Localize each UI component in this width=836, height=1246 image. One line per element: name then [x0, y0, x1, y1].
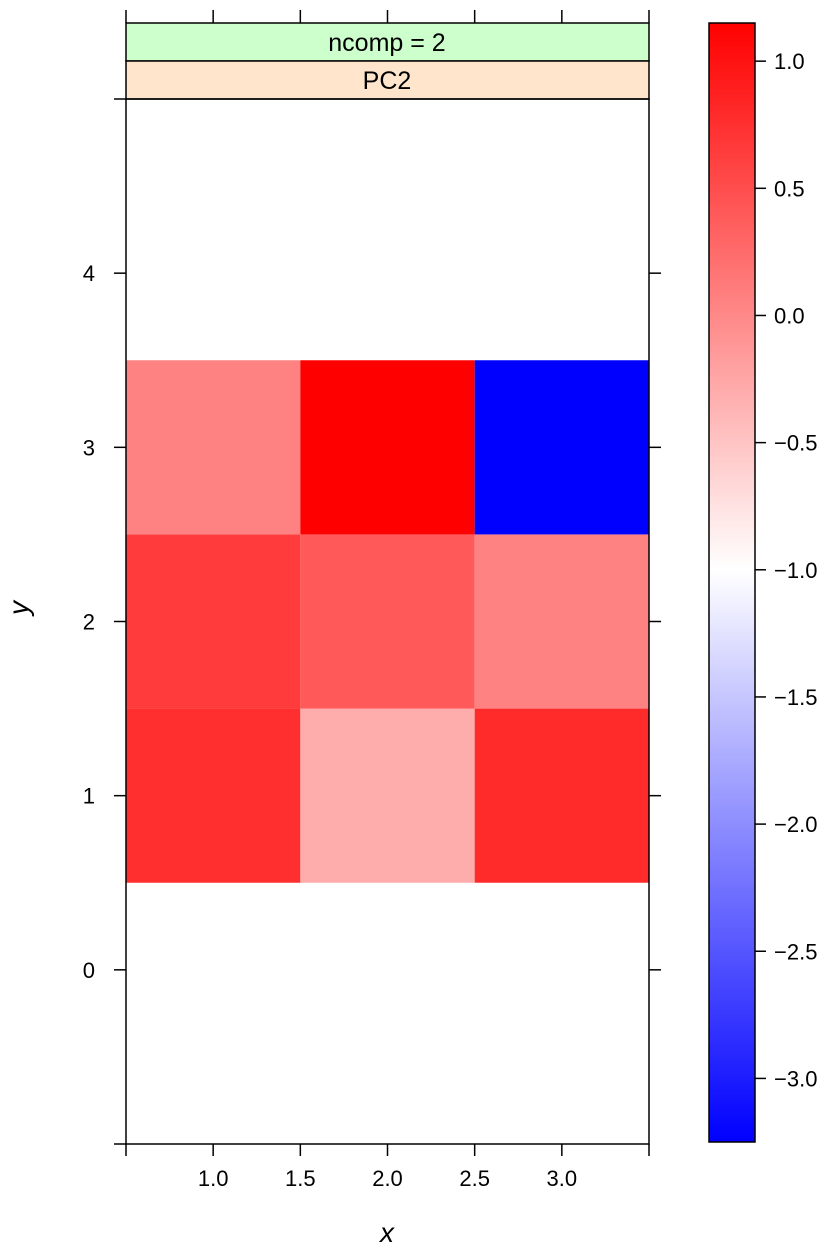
colorbar-tick-label: 0.0 [774, 303, 805, 328]
heatmap-cell-2-2 [300, 534, 475, 709]
heatmap-cell-3-3 [474, 360, 649, 535]
strip-ncomp [125, 22, 650, 62]
y-axis-label: y [3, 599, 34, 617]
heatmap-cell-3-1 [474, 708, 649, 883]
colorbar-tick-label: −1.0 [774, 558, 817, 583]
y-tick-label: 2 [83, 610, 95, 635]
colorbar-tick-label: −2.5 [774, 939, 817, 964]
heatmap-cell-1-2 [126, 534, 301, 709]
colorbar-tick-label: 0.5 [774, 176, 805, 201]
heatmap-cell-1-3 [126, 360, 301, 535]
x-axis-label: x [378, 1217, 395, 1246]
y-tick-label: 4 [83, 261, 95, 286]
strip-pc-label: PC2 [363, 67, 412, 95]
x-tick-label: 1.5 [285, 1166, 316, 1191]
colorbar [708, 22, 756, 1143]
colorbar-tick-label: −3.0 [774, 1066, 817, 1091]
colorbar-tick-label: −0.5 [774, 431, 817, 456]
x-tick-label: 1.0 [198, 1166, 229, 1191]
colorbar-tick-label: 1.0 [774, 49, 805, 74]
colorbar-ticks: 1.0 0.5 0.0 −0.5 −1.0 −1.5 −2.0 −2.5 −3.0 [755, 49, 817, 1091]
x-tick-label: 2.5 [459, 1166, 490, 1191]
heatmap-cells [126, 360, 649, 883]
x-tick-label: 3.0 [547, 1166, 578, 1191]
y-tick-label: 3 [83, 435, 95, 460]
axes: 1.0 1.5 2.0 2.5 3.0 0 1 2 3 4 [83, 10, 661, 1191]
heatmap-cell-2-3 [300, 360, 475, 535]
colorbar-tick-label: −1.5 [774, 685, 817, 710]
colorbar-tick-label: −2.0 [774, 812, 817, 837]
y-tick-label: 0 [83, 958, 95, 983]
strip-ncomp-label: ncomp = 2 [328, 29, 445, 57]
y-tick-label: 1 [83, 784, 95, 809]
strip-pc [125, 60, 650, 100]
heatmap-cell-2-1 [300, 708, 475, 883]
x-tick-label: 2.0 [372, 1166, 403, 1191]
heatmap-cell-1-1 [126, 708, 301, 883]
heatmap-cell-3-2 [474, 534, 649, 709]
